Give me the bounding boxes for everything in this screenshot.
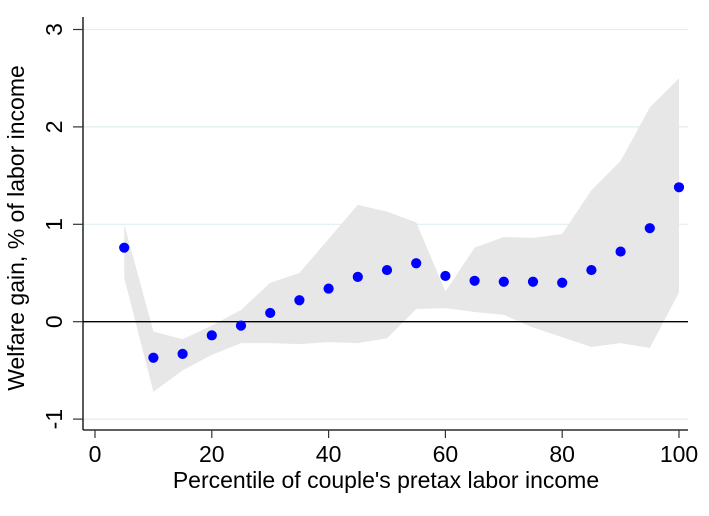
data-point-p30 xyxy=(265,307,276,319)
data-point-p40 xyxy=(323,283,334,294)
data-point-p100 xyxy=(673,182,685,193)
y-tick-label: 2 xyxy=(41,121,67,134)
x-tick-label: 80 xyxy=(549,441,575,467)
y-tick-label: 0 xyxy=(41,315,67,328)
confidence-band xyxy=(124,78,679,392)
data-point-p65 xyxy=(469,275,480,286)
data-point-p70 xyxy=(498,276,509,287)
data-point-p45 xyxy=(352,271,363,282)
x-tick-label: 100 xyxy=(660,441,698,467)
data-point-p15 xyxy=(177,348,188,359)
x-tick-label: 40 xyxy=(316,441,342,467)
data-point-p85 xyxy=(586,264,597,276)
data-point-p60 xyxy=(440,270,451,282)
data-point-p5 xyxy=(119,242,130,253)
y-tick-label: -1 xyxy=(41,409,67,429)
data-point-p25 xyxy=(235,320,247,331)
data-point-p20 xyxy=(206,330,217,341)
y-tick-label: 1 xyxy=(41,218,67,231)
data-point-p75 xyxy=(527,276,539,287)
data-point-p55 xyxy=(411,258,422,269)
data-point-p90 xyxy=(615,246,626,257)
data-point-p10 xyxy=(148,352,159,363)
x-tick-label: 60 xyxy=(433,441,459,467)
data-point-p95 xyxy=(644,223,655,234)
data-point-p80 xyxy=(557,277,568,288)
x-tick-label: 20 xyxy=(199,441,225,467)
x-tick-label: 0 xyxy=(89,441,102,467)
data-point-p35 xyxy=(294,295,305,306)
x-axis-title: Percentile of couple's pretax labor inco… xyxy=(173,467,599,493)
data-point-p50 xyxy=(381,264,393,276)
y-axis-title: Welfare gain, % of labor income xyxy=(3,65,29,391)
y-tick-label: 3 xyxy=(41,23,67,36)
